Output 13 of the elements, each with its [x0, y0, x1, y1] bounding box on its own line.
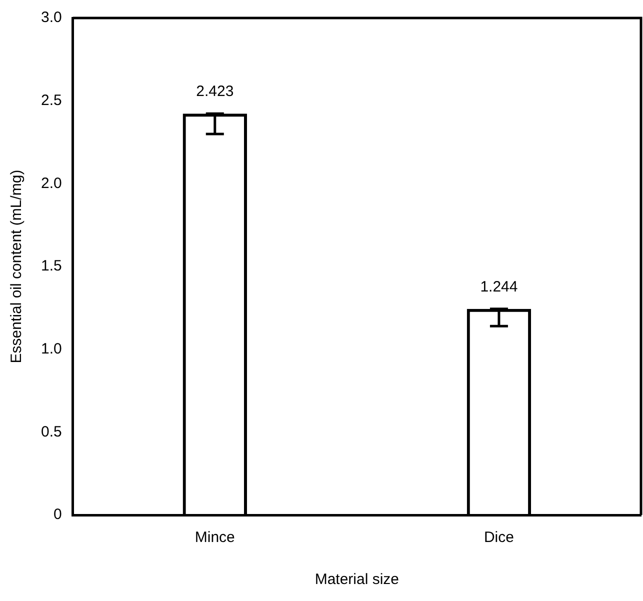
y-axis-title: Essential oil content (mL/mg) — [8, 170, 26, 364]
y-tick-label: 2.5 — [40, 92, 62, 109]
x-tick-label: Mince — [194, 529, 235, 546]
y-tick-label: 1.0 — [40, 340, 62, 358]
data-label: 2.423 — [196, 83, 234, 100]
y-tick-label: 2.0 — [40, 174, 62, 192]
x-tick-label: Dice — [484, 529, 514, 546]
y-tick-label: 3.0 — [40, 9, 62, 26]
y-tick-label: 0 — [54, 506, 62, 524]
data-label: 1.244 — [480, 278, 518, 296]
y-tick-label: 1.5 — [40, 258, 62, 275]
x-axis-title: Material size — [314, 571, 400, 588]
y-tick-label: 0.5 — [40, 423, 62, 440]
